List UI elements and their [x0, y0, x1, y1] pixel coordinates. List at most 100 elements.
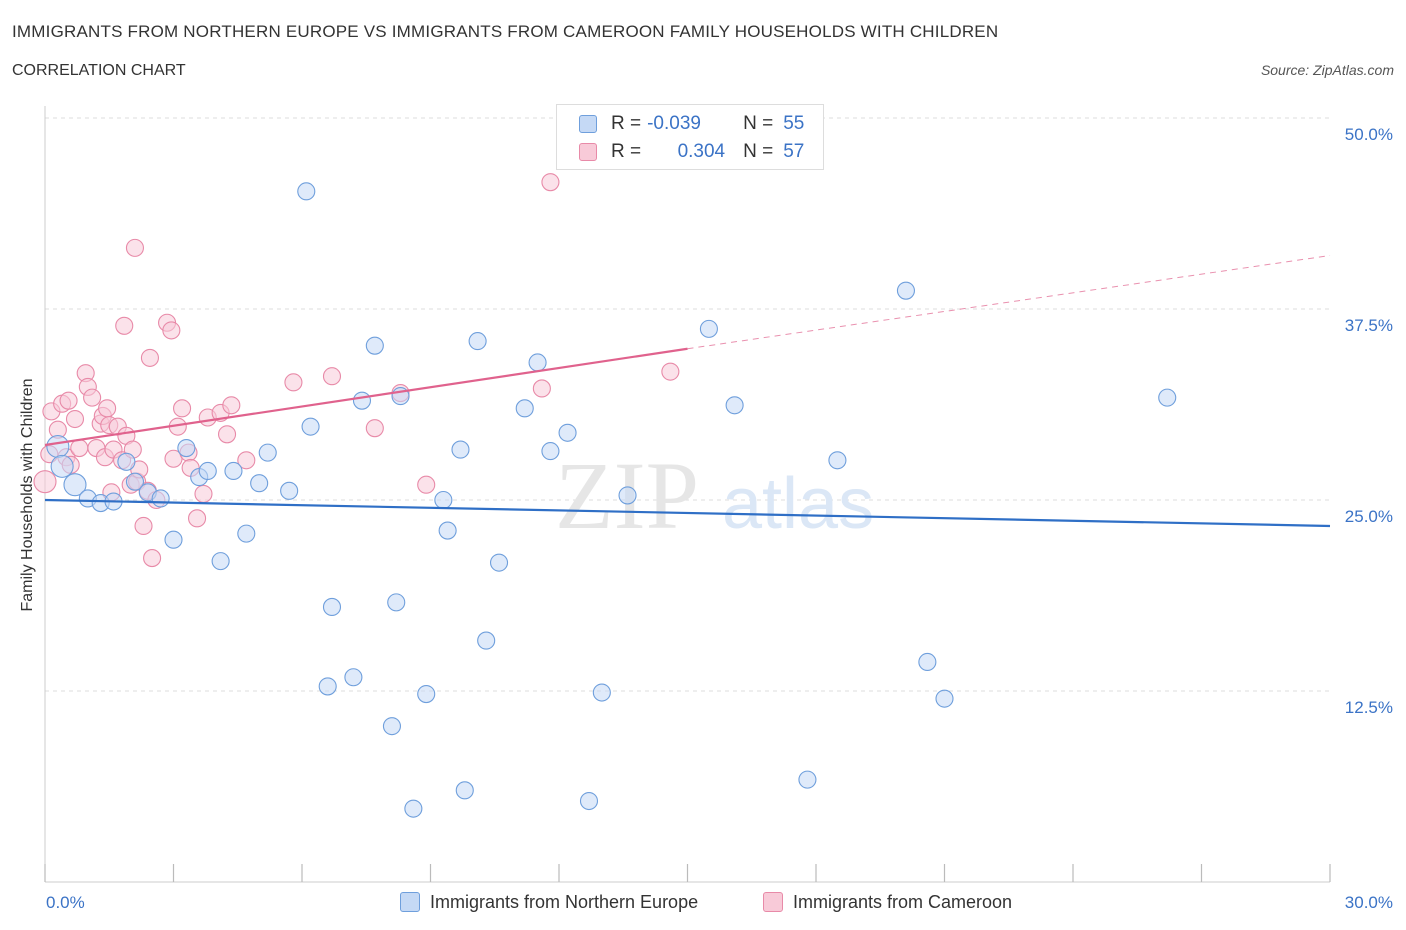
cameroon-point	[125, 238, 144, 257]
northern-europe-point	[417, 685, 436, 704]
legend-item-cameroon[interactable]: Immigrants from Cameroon	[763, 890, 1012, 914]
legend-swatch-pink	[763, 892, 783, 912]
legend-r-value: 0.304	[677, 141, 726, 162]
legend-row-northern-europe: R = -0.039 N = 55	[579, 112, 804, 136]
northern-europe-point	[250, 474, 269, 493]
cameroon-point	[365, 419, 384, 438]
northern-europe-point	[211, 552, 230, 571]
northern-europe-point	[125, 472, 144, 491]
legend-r-label: R =	[611, 113, 642, 134]
northern-europe-point	[699, 319, 718, 338]
northern-europe-point	[322, 597, 342, 617]
northern-europe-point	[258, 443, 277, 462]
cameroon-point	[140, 348, 159, 367]
x-tick-labels: 0.0% 30.0%	[46, 893, 1393, 912]
northern-europe-point	[387, 593, 406, 612]
northern-europe-point	[455, 781, 474, 800]
northern-europe-point	[725, 396, 744, 415]
northern-europe-point	[50, 454, 74, 478]
legend-n-value: 57	[783, 141, 805, 162]
cameroon-point	[194, 484, 213, 503]
legend-label: Immigrants from Cameroon	[793, 891, 1013, 912]
y-tick-label: 50.0%	[1345, 125, 1393, 144]
watermark: ZIP atlas	[555, 442, 874, 549]
northern-europe-point	[468, 332, 487, 351]
cameroon-point	[143, 549, 162, 568]
northern-europe-point	[382, 717, 402, 736]
cameroon-trend-extension	[687, 255, 1331, 350]
northern-europe-point	[918, 652, 937, 672]
northern-europe-point	[489, 553, 509, 572]
cameroon-point	[222, 396, 241, 415]
northern-europe-point	[177, 438, 196, 458]
northern-europe-point	[558, 423, 577, 442]
cameroon-point	[65, 409, 85, 429]
cameroon-point	[541, 173, 560, 192]
northern-europe-point	[477, 631, 496, 650]
cameroon-point	[115, 316, 134, 335]
y-tick-label: 37.5%	[1345, 316, 1393, 335]
cameroon-point	[98, 399, 117, 418]
northern-europe-point	[117, 452, 136, 471]
northern-europe-point	[438, 521, 457, 540]
northern-europe-point	[434, 490, 453, 510]
legend-item-northern-europe[interactable]: Immigrants from Northern Europe	[400, 890, 698, 914]
y-tick-label: 25.0%	[1345, 507, 1393, 526]
legend-swatch-blue	[400, 892, 420, 912]
cameroon-point	[322, 367, 342, 386]
northern-europe-trend-line	[44, 498, 1331, 528]
northern-europe-point	[297, 182, 316, 201]
x-tick-label: 30.0%	[1345, 893, 1393, 912]
northern-europe-point	[352, 391, 372, 410]
y-tick-labels: 12.5% 25.0% 37.5% 50.0%	[1345, 125, 1393, 717]
northern-europe-point	[618, 486, 637, 505]
cameroon-point	[284, 373, 303, 392]
northern-europe-point	[541, 442, 560, 461]
northern-europe-point	[224, 461, 243, 481]
cameroon-point	[532, 379, 551, 398]
cameroon-point	[237, 451, 256, 470]
chart-subtitle: CORRELATION CHART	[12, 62, 186, 79]
legend-row-cameroon: R = 0.304 N = 57	[579, 140, 804, 164]
northern-europe-point	[404, 799, 423, 818]
legend-n-label: N =	[743, 141, 774, 162]
legend-r-value: -0.039	[647, 113, 701, 134]
x-tick-label: 0.0%	[46, 893, 85, 912]
northern-europe-point	[1158, 388, 1177, 407]
northern-europe-point	[935, 689, 954, 708]
legend-n-label: N =	[743, 113, 774, 134]
legend-swatch-blue	[579, 115, 597, 133]
watermark-atlas: atlas	[722, 464, 874, 544]
source-label: Source: ZipAtlas.com	[1260, 62, 1394, 78]
northern-europe-point	[579, 791, 599, 811]
northern-europe-point	[63, 473, 87, 497]
cameroon-point	[188, 509, 207, 528]
axes	[44, 106, 1331, 883]
northern-europe-point	[301, 417, 320, 436]
legend-n-value: 55	[783, 113, 805, 134]
northern-europe-point	[365, 336, 384, 355]
cameroon-point	[661, 362, 680, 381]
northern-europe-point	[798, 770, 817, 789]
northern-europe-point	[896, 281, 916, 300]
northern-europe-point	[198, 461, 217, 481]
northern-europe-point	[592, 683, 611, 702]
cameroon-point	[134, 516, 153, 536]
cameroon-point	[70, 438, 89, 458]
northern-europe-point	[318, 677, 337, 696]
legend-r-label: R =	[611, 141, 642, 162]
chart-title: IMMIGRANTS FROM NORTHERN EUROPE VS IMMIG…	[12, 22, 999, 41]
cameroon-point	[217, 425, 237, 444]
legend-label: Immigrants from Northern Europe	[430, 891, 699, 912]
cameroon-point	[417, 475, 436, 494]
northern-europe-point	[151, 489, 170, 508]
trend-lines	[44, 255, 1331, 528]
northern-europe-point	[164, 530, 183, 549]
cameroon-point	[33, 470, 57, 494]
cameroon-trend-line	[44, 347, 688, 447]
cameroon-point	[83, 388, 102, 407]
legend-swatch-pink	[579, 143, 597, 161]
northern-europe-point	[828, 451, 847, 470]
northern-europe-point	[280, 481, 299, 500]
cameroon-point	[59, 391, 78, 410]
